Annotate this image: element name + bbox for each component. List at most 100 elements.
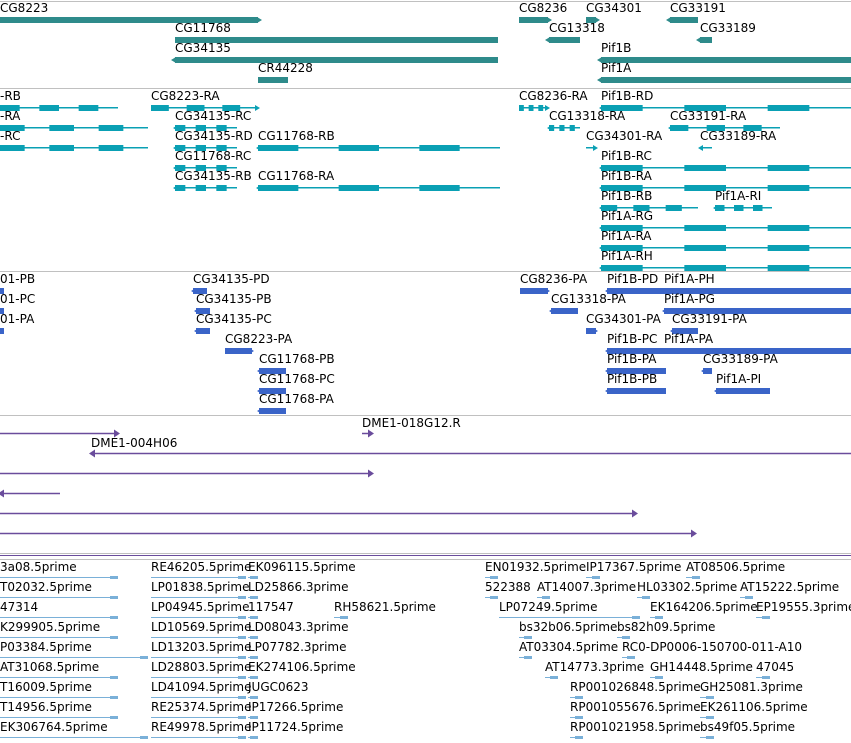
feature[interactable]: CG8236-PA bbox=[520, 272, 588, 294]
feature[interactable]: DME1-004H06 bbox=[89, 436, 851, 458]
feature[interactable]: CG33189-RA bbox=[698, 129, 777, 151]
feature[interactable]: CG34301-RA bbox=[586, 129, 663, 151]
feature[interactable]: K299905.5prime bbox=[0, 620, 118, 639]
feature[interactable]: LD25866.3prime bbox=[248, 580, 349, 599]
feature[interactable]: GH25081.3prime bbox=[700, 680, 803, 699]
feature[interactable]: EK274106.5prime bbox=[248, 660, 356, 679]
feature[interactable] bbox=[0, 429, 120, 438]
feature[interactable]: 01-PC bbox=[0, 292, 35, 314]
feature[interactable]: CG34135-RD bbox=[173, 129, 253, 151]
feature[interactable]: 47045 bbox=[756, 660, 794, 679]
feature[interactable]: CR44228 bbox=[258, 61, 313, 83]
feature[interactable]: 01-PB bbox=[0, 272, 35, 294]
feature[interactable]: CG34301 bbox=[586, 1, 642, 23]
feature[interactable]: EK306764.5prime bbox=[0, 720, 148, 739]
feature[interactable]: CG11768-PB bbox=[257, 352, 335, 374]
feature[interactable]: LP04945.5prime bbox=[151, 600, 250, 619]
feature[interactable]: AT14773.3prime bbox=[545, 660, 644, 679]
feature[interactable]: AT03304.5prime bbox=[519, 640, 618, 659]
feature[interactable]: 3a08.5prime bbox=[0, 560, 118, 579]
feature[interactable]: Pif1A-PH bbox=[662, 272, 851, 294]
feature[interactable]: LD08043.3prime bbox=[248, 620, 349, 639]
feature[interactable]: RE25374.5prime bbox=[151, 700, 252, 719]
feature[interactable]: T02032.5prime bbox=[0, 580, 118, 599]
feature[interactable]: Pif1B-RD bbox=[599, 89, 851, 111]
feature[interactable]: EN01932.5prime bbox=[485, 560, 586, 579]
feature[interactable]: T14956.5prime bbox=[0, 700, 118, 719]
feature[interactable]: AT15222.5prime bbox=[740, 580, 839, 599]
feature[interactable]: CG11768-RC bbox=[173, 149, 251, 171]
feature[interactable]: CG34135-RC bbox=[173, 109, 251, 131]
feature[interactable]: 01-PA bbox=[0, 312, 35, 334]
feature[interactable]: CG34135-PB bbox=[194, 292, 272, 314]
feature[interactable]: -RC bbox=[0, 129, 148, 151]
feature[interactable]: CG33191 bbox=[666, 1, 726, 23]
feature[interactable]: -RB bbox=[0, 89, 118, 111]
feature[interactable]: RE46205.5prime bbox=[151, 560, 252, 579]
feature[interactable] bbox=[0, 529, 697, 538]
feature[interactable]: Pif1A-RA bbox=[599, 229, 851, 251]
feature[interactable]: JUGC0623 bbox=[247, 680, 309, 699]
feature[interactable]: 117547 bbox=[248, 600, 294, 619]
feature[interactable]: EK164206.5prime bbox=[650, 600, 758, 619]
feature[interactable]: CG33189 bbox=[696, 21, 756, 43]
feature[interactable]: Pif1B-PB bbox=[605, 372, 666, 394]
feature[interactable] bbox=[0, 469, 374, 478]
feature[interactable]: IP17367.5prime bbox=[586, 560, 681, 579]
feature[interactable]: CG13318-RA bbox=[547, 109, 626, 131]
feature[interactable] bbox=[0, 509, 638, 518]
feature[interactable]: CG33191-RA bbox=[668, 109, 780, 131]
feature[interactable]: CG33189-PA bbox=[701, 352, 779, 374]
feature[interactable]: LD41094.5prime bbox=[151, 680, 252, 699]
feature[interactable]: CG34301-PA bbox=[586, 312, 662, 334]
feature[interactable]: AT31068.5prime bbox=[0, 660, 118, 679]
feature[interactable]: IP11724.5prime bbox=[248, 720, 343, 739]
feature[interactable]: RC0-DP0006-150700-011-A10 bbox=[622, 640, 802, 659]
feature[interactable]: GH14448.5prime bbox=[650, 660, 753, 679]
feature[interactable]: CG11768-RA bbox=[256, 169, 500, 191]
feature[interactable]: LD28803.5prime bbox=[151, 660, 252, 679]
feature[interactable]: Pif1B bbox=[597, 41, 851, 63]
feature[interactable]: LP07249.5prime bbox=[499, 600, 640, 619]
feature[interactable]: CG8223-RA bbox=[151, 89, 260, 111]
feature[interactable]: Pif1B-PD bbox=[605, 272, 666, 294]
feature[interactable]: CG8236-RA bbox=[519, 89, 588, 111]
feature[interactable]: DME1-018G12.R bbox=[362, 416, 461, 438]
feature[interactable]: 522388 bbox=[485, 580, 531, 599]
feature[interactable]: AT14007.3prime bbox=[537, 580, 636, 599]
feature[interactable]: Pif1B-RA bbox=[599, 169, 851, 191]
feature[interactable]: LP01838.5prime bbox=[151, 580, 250, 599]
feature[interactable]: CG8223 bbox=[0, 1, 262, 23]
feature[interactable]: 47314 bbox=[0, 600, 118, 619]
feature[interactable]: bs82h09.5prime bbox=[617, 620, 715, 639]
feature[interactable]: RP001021958.5prime bbox=[570, 720, 701, 739]
feature[interactable]: HL03302.5prime bbox=[637, 580, 737, 599]
feature[interactable]: CG34135-RB bbox=[173, 169, 252, 191]
feature[interactable]: Pif1A-PG bbox=[662, 292, 851, 314]
feature[interactable] bbox=[0, 489, 60, 498]
feature[interactable]: IP17266.5prime bbox=[248, 700, 343, 719]
feature[interactable]: Pif1A-PI bbox=[714, 372, 770, 394]
feature[interactable]: CG34135 bbox=[171, 41, 498, 63]
feature[interactable]: P03384.5prime bbox=[0, 640, 148, 659]
feature[interactable]: CG13318-PA bbox=[549, 292, 627, 314]
feature[interactable]: CG11768-PA bbox=[257, 392, 335, 414]
feature[interactable]: AT08506.5prime bbox=[686, 560, 785, 579]
feature[interactable]: bs49f05.5prime bbox=[700, 720, 795, 739]
feature[interactable]: RH58621.5prime bbox=[334, 600, 436, 619]
feature[interactable]: Pif1A bbox=[597, 61, 851, 83]
feature[interactable]: LD10569.5prime bbox=[151, 620, 252, 639]
feature[interactable]: CG8236 bbox=[519, 1, 567, 23]
feature[interactable]: Pif1B-PA bbox=[605, 352, 666, 374]
feature[interactable]: Pif1B-RC bbox=[599, 149, 851, 171]
feature[interactable]: EK261106.5prime bbox=[700, 700, 808, 719]
feature[interactable]: LP07782.3prime bbox=[248, 640, 347, 659]
feature[interactable]: Pif1A-RI bbox=[713, 189, 772, 211]
feature[interactable]: CG11768 bbox=[175, 21, 498, 43]
feature[interactable]: RP001026848.5prime bbox=[570, 680, 701, 699]
feature[interactable]: Pif1A-RG bbox=[599, 209, 851, 231]
feature[interactable]: CG11768-RB bbox=[256, 129, 500, 151]
feature[interactable]: T16009.5prime bbox=[0, 680, 118, 699]
feature[interactable]: EK096115.5prime bbox=[248, 560, 356, 579]
feature[interactable]: CG8223-PA bbox=[225, 332, 293, 354]
